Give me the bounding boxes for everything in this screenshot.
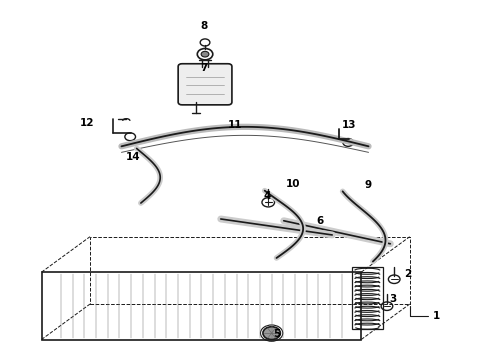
Text: 10: 10 <box>286 179 301 189</box>
Circle shape <box>263 327 280 339</box>
Text: 13: 13 <box>342 120 356 130</box>
Text: 6: 6 <box>317 216 324 226</box>
Text: 1: 1 <box>433 311 440 321</box>
Circle shape <box>201 51 209 57</box>
Text: 2: 2 <box>404 269 411 279</box>
Text: 8: 8 <box>200 21 207 31</box>
FancyBboxPatch shape <box>178 64 232 105</box>
Text: 11: 11 <box>228 120 243 130</box>
Text: 3: 3 <box>389 294 396 304</box>
Text: 5: 5 <box>273 329 280 339</box>
Text: 4: 4 <box>263 191 270 201</box>
Text: 14: 14 <box>126 152 141 162</box>
Text: 12: 12 <box>80 118 95 128</box>
Text: 7: 7 <box>200 63 207 73</box>
Text: 9: 9 <box>365 180 372 190</box>
